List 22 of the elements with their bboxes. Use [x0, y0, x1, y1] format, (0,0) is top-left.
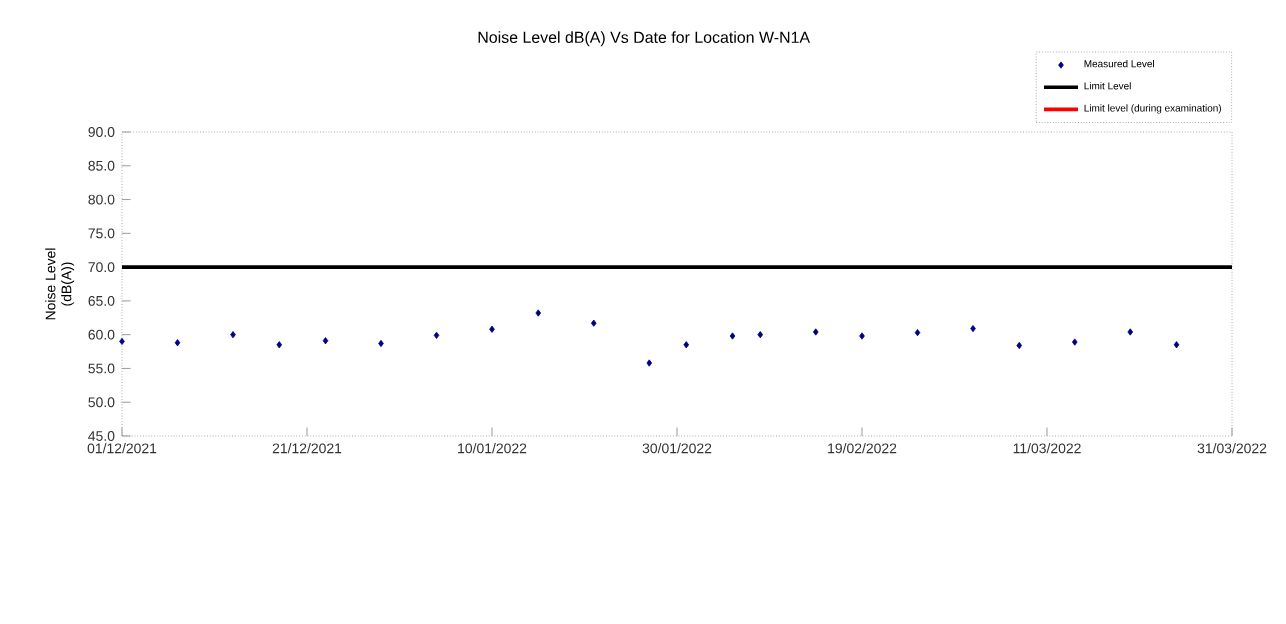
point: [646, 359, 653, 367]
point: [859, 332, 865, 340]
point: [729, 332, 736, 340]
point: [914, 329, 921, 337]
point: [1173, 341, 1180, 349]
point: [970, 325, 976, 333]
point: [590, 319, 597, 327]
point: [489, 325, 495, 333]
point: [683, 341, 690, 349]
point: [174, 339, 181, 347]
point: [757, 331, 764, 339]
point: [1071, 338, 1078, 346]
point: [1127, 328, 1134, 336]
point: [322, 337, 329, 345]
point: [378, 339, 384, 348]
point: [535, 309, 542, 317]
point: [1016, 341, 1023, 350]
point: [433, 331, 440, 339]
point: [119, 337, 125, 346]
point: [230, 331, 236, 339]
point: [812, 328, 819, 336]
point: [276, 341, 283, 349]
